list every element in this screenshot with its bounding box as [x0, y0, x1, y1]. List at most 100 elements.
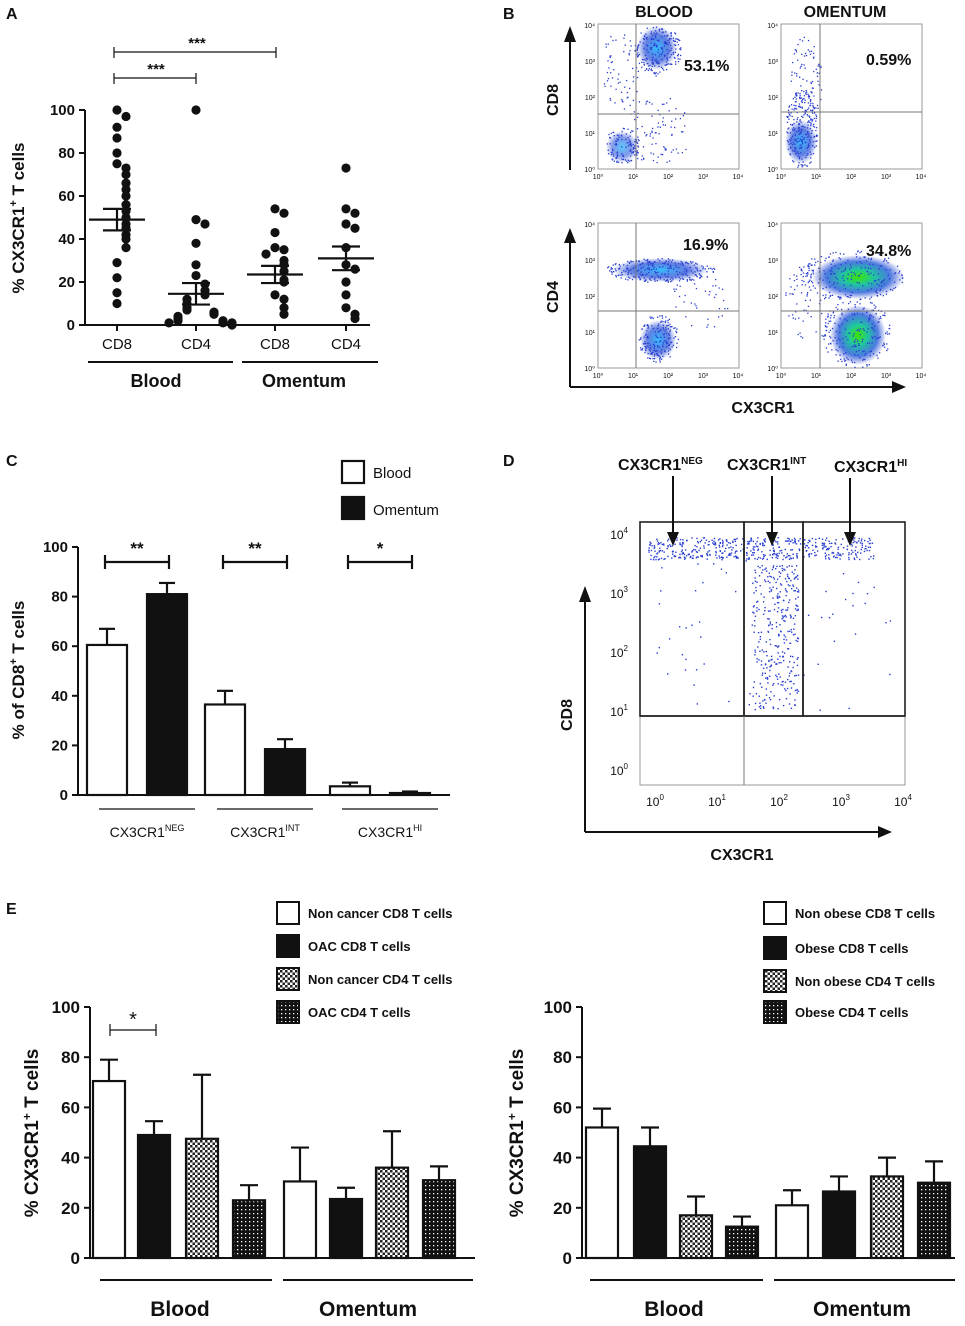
panel-b-event [791, 293, 793, 295]
panel-d-event [742, 538, 744, 540]
panel-b-event [647, 263, 649, 265]
panel-d-event [750, 539, 753, 541]
panel-d-event [763, 539, 765, 541]
panel-b-event [880, 285, 883, 287]
panel-d-event [864, 548, 866, 550]
panel-b-event [621, 162, 623, 164]
panel-b-event [655, 268, 657, 270]
panel-b-event [620, 277, 622, 279]
panel-d-event [761, 686, 763, 688]
panel-b-event [630, 142, 632, 144]
panel-b-event [797, 166, 799, 168]
panel-b-event [668, 267, 671, 269]
panel-b-event [846, 295, 848, 298]
panel-b-event [654, 54, 656, 56]
panel-b-event [685, 273, 687, 275]
panel-b-event [638, 261, 640, 263]
panel-e-bar [821, 1190, 857, 1260]
panel-b-event [677, 58, 679, 60]
panel-b-event [653, 72, 655, 74]
panel-d-event [763, 596, 765, 598]
panel-b-event [647, 258, 649, 261]
panel-d-event [797, 674, 800, 676]
panel-b-event [801, 100, 803, 102]
panel-b-event [851, 346, 853, 348]
panel-b-event [653, 42, 656, 45]
panel-b-event [815, 129, 817, 132]
panel-d-event [759, 650, 761, 652]
panel-d-event [789, 680, 791, 683]
panel-d-event [817, 663, 819, 665]
panel-d-event [706, 553, 708, 555]
panel-b-event [832, 312, 834, 314]
panel-d-event [763, 613, 765, 615]
panel-b-event [859, 357, 861, 359]
panel-b-event [845, 363, 847, 365]
panel-b-event [649, 133, 652, 135]
panel-d-event [796, 574, 799, 577]
panel-b-event [674, 327, 676, 329]
panel-b-event [799, 119, 801, 121]
panel-b-event [645, 279, 647, 281]
panel-d-event [867, 540, 869, 543]
panel-d-event [650, 558, 652, 561]
panel-b-event [873, 304, 875, 306]
panel-b-event [609, 270, 611, 272]
panel-d-event [703, 663, 705, 665]
panel-d-event [789, 614, 792, 616]
panel-b-event [827, 322, 829, 325]
panel-a-data-point [112, 133, 122, 143]
panel-b-event [803, 64, 805, 66]
panel-b-event [612, 153, 614, 155]
panel-b-event [715, 293, 717, 296]
panel-d-event [769, 699, 772, 701]
panel-b-event [652, 26, 655, 29]
panel-b-event [829, 286, 831, 288]
panel-d-event [792, 634, 795, 636]
panel-b-event [650, 69, 652, 71]
panel-b-event [648, 357, 651, 359]
panel-b-event [873, 280, 876, 282]
panel-b-event [680, 47, 682, 49]
panel-d-event [780, 609, 783, 611]
panel-b-event [651, 103, 653, 105]
panel-d-event [697, 556, 699, 558]
panel-d-event [755, 693, 758, 695]
panel-d-event [704, 542, 706, 544]
panel-b-event [815, 145, 817, 147]
panel-a-group-omentum: Omentum [262, 371, 346, 391]
panel-b-event [668, 39, 671, 41]
panel-b-event [820, 261, 822, 263]
panel-d-event [762, 557, 765, 559]
panel-b-event [806, 295, 808, 297]
panel-d-event [861, 544, 863, 546]
panel-d-event [715, 552, 717, 554]
panel-b-event [826, 326, 828, 328]
panel-b-event [693, 283, 696, 285]
panel-b-event [681, 277, 683, 280]
panel-d-event [759, 682, 761, 685]
panel-b-event [643, 35, 646, 37]
panel-b-event [862, 338, 864, 341]
panel-d-event [821, 544, 823, 546]
panel-letter-c: C [6, 453, 18, 470]
panel-b-event [672, 344, 675, 346]
panel-d-gate-label-hi: CX3CR1HI [834, 458, 907, 476]
panel-b-event [877, 337, 879, 339]
panel-d-event [785, 594, 787, 597]
panel-a-data-point [164, 318, 174, 328]
panel-b-event [864, 358, 866, 361]
panel-b-event [696, 269, 698, 271]
panel-a-data-point [112, 148, 122, 158]
panel-a-ytick-label: 0 [67, 317, 75, 334]
panel-b-event [811, 282, 814, 284]
panel-b-event [616, 134, 618, 136]
panel-b-event [662, 333, 665, 336]
panel-b-event [820, 256, 823, 258]
panel-b-event [651, 131, 653, 133]
panel-d-event [754, 546, 756, 548]
panel-b-event [791, 135, 794, 137]
panel-b-event [853, 314, 855, 316]
panel-b-event [667, 39, 669, 42]
panel-a-data-point [112, 288, 122, 298]
